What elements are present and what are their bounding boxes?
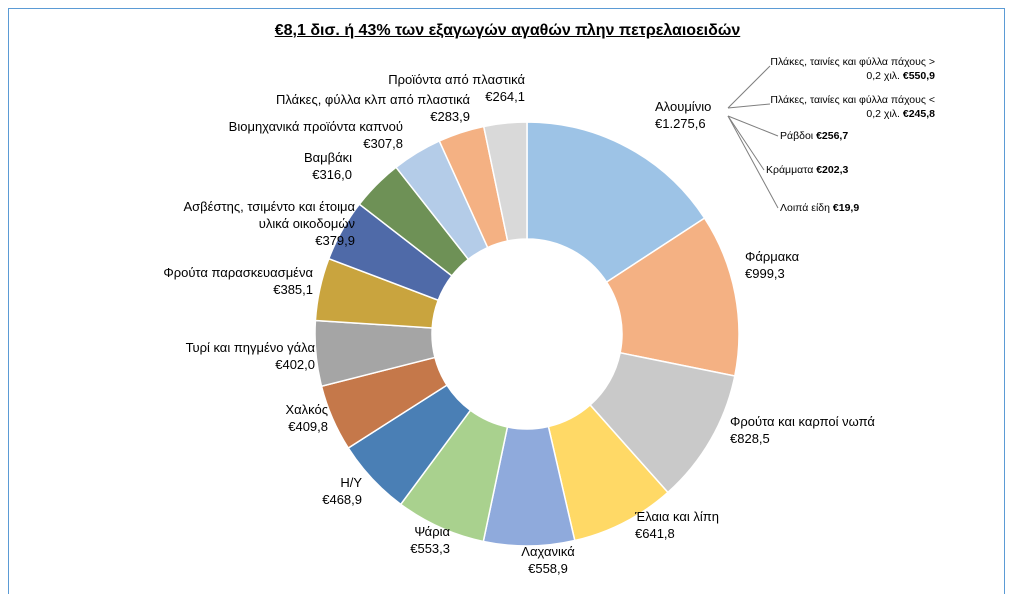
value-label: €409,8 [288,419,328,434]
breakdown-name: Ράβδοι [780,130,814,142]
breakdown-name: Πλάκες, ταινίες και φύλλα πάχους < 0,2 χ… [770,94,935,120]
breakdown-label: Πλάκες, ταινίες και φύλλα πάχους < 0,2 χ… [765,93,935,121]
breakdown-label: Ράβδοι €256,7 [780,129,900,143]
category-name: Προϊόντα από πλαστικά [388,72,525,87]
slice [482,121,528,242]
category-name: Έλαια και λίπη [635,509,719,524]
slice-label: Λαχανικά €558,9 [488,543,608,577]
leader-line [727,65,771,109]
value-label: €316,0 [312,167,352,182]
slice-label: Βαμβάκι €316,0 [232,149,352,183]
leader-line [727,103,771,109]
slice-label: Χαλκός €409,8 [228,401,328,435]
breakdown-name: Πλάκες, ταινίες και φύλλα πάχους > 0,2 χ… [770,56,935,82]
category-name: Πλάκες, φύλλα κλπ από πλαστικά [275,92,470,107]
frame [8,8,1005,594]
category-name: Χαλκός [285,402,328,417]
category-name: Φάρμακα [745,249,800,264]
value-label: €999,3 [745,266,785,281]
category-name: Η/Υ [340,475,362,490]
slice-label: Αλουμίνιο €1.275,6 [655,98,775,132]
slice-label: Πλάκες, φύλλα κλπ από πλαστικά €283,9 [210,91,470,125]
category-name: Αλουμίνιο [655,99,712,114]
value-label: €385,1 [273,282,313,297]
leader-line [727,115,779,137]
breakdown-label: Κράμματα €202,3 [766,163,886,177]
slice-label: Φάρμακα €999,3 [745,248,865,282]
category-name: Ψάρια [414,524,450,539]
slice-label: Φρούτα παρασκευασμένα €385,1 [113,264,313,298]
leader-line [727,115,779,209]
slice-label: Βιομηχανικά προϊόντα καπνού €307,8 [183,118,403,152]
breakdown-value: €19,9 [832,202,860,214]
value-label: €553,3 [410,541,450,556]
breakdown-name: Κράμματα [766,164,814,176]
value-label: €264,1 [485,89,525,104]
slice-label: Έλαια και λίπη €641,8 [635,508,775,542]
value-label: €402,0 [275,357,315,372]
breakdown-value: €245,8 [902,108,935,120]
breakdown-name: Λοιπά είδη [780,202,830,214]
chart-title: €8,1 δισ. ή 43% των εξαγωγών αγαθών πλην… [274,22,741,39]
breakdown-label: Λοιπά είδη €19,9 [780,201,900,215]
value-label: €283,9 [430,109,470,124]
value-label: €558,9 [528,561,568,576]
category-name: Βιομηχανικά προϊόντα καπνού [228,119,403,134]
value-label: €468,9 [322,492,362,507]
value-label: €379,9 [315,233,355,248]
leader-line [727,115,765,171]
category-name: Ασβέστης, τσιμέντο και έτοιμα υλικά οικο… [183,199,355,231]
slice-label: Ψάρια €553,3 [330,523,450,557]
category-name: Λαχανικά [521,544,575,559]
slice-label: Τυρί και πηγμένο γάλα €402,0 [135,339,315,373]
breakdown-value: €202,3 [816,164,849,176]
breakdown-label: Πλάκες, ταινίες και φύλλα πάχους > 0,2 χ… [765,55,935,83]
value-label: €641,8 [635,526,675,541]
slice-label: Ασβέστης, τσιμέντο και έτοιμα υλικά οικο… [155,198,355,249]
slice-label: Προϊόντα από πλαστικά €264,1 [325,71,525,105]
slice [526,121,706,284]
category-name: Βαμβάκι [303,150,352,165]
value-label: €1.275,6 [655,116,706,131]
breakdown-value: €256,7 [816,130,849,142]
category-name: Φρούτα παρασκευασμένα [163,265,313,280]
category-name: Φρούτα και καρποί νωπά [730,414,875,429]
slice-label: Η/Υ €468,9 [282,474,362,508]
breakdown-value: €550,9 [902,70,935,82]
category-name: Τυρί και πηγμένο γάλα [185,340,315,355]
value-label: €828,5 [730,431,770,446]
value-label: €307,8 [363,136,403,151]
slice-label: Φρούτα και καρποί νωπά €828,5 [730,413,930,447]
